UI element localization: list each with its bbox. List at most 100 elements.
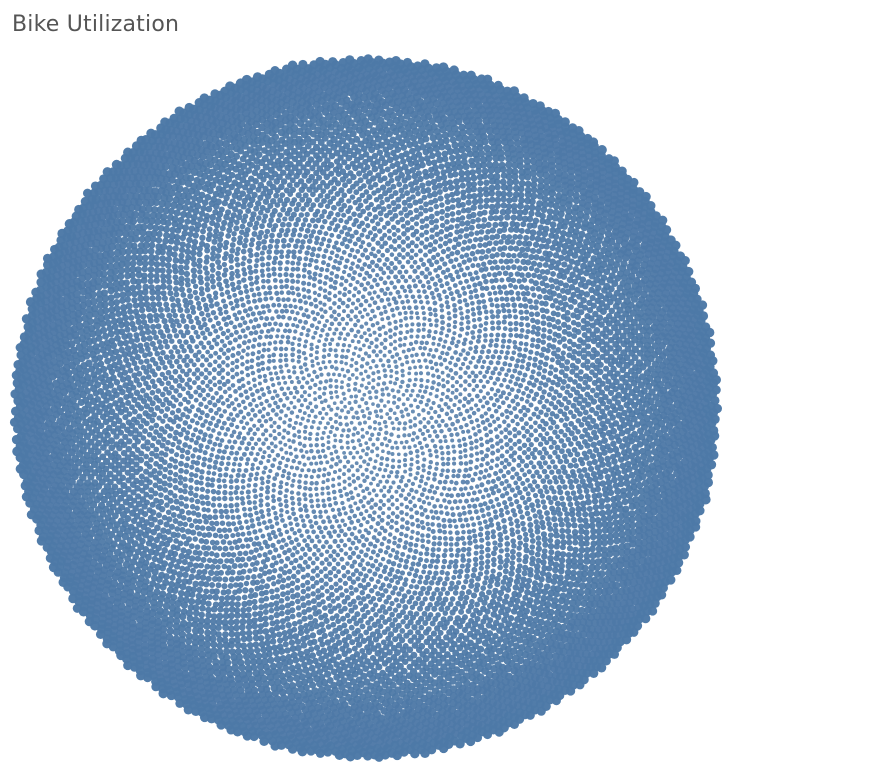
bubble-mark[interactable]	[268, 416, 273, 422]
bubble-mark[interactable]	[342, 472, 346, 477]
bubble-mark[interactable]	[188, 358, 194, 364]
bubble-mark[interactable]	[446, 328, 452, 333]
bubble-mark[interactable]	[368, 201, 374, 208]
bubble-mark[interactable]	[519, 396, 525, 402]
bubble-mark[interactable]	[217, 502, 223, 508]
bubble-mark[interactable]	[392, 346, 398, 351]
bubble-mark[interactable]	[349, 563, 355, 569]
bubble-mark[interactable]	[285, 575, 292, 581]
bubble-mark[interactable]	[311, 283, 317, 288]
bubble-mark[interactable]	[308, 493, 313, 498]
bubble-mark[interactable]	[481, 359, 487, 364]
bubble-mark[interactable]	[546, 479, 553, 485]
bubble-mark[interactable]	[361, 377, 365, 382]
bubble-mark[interactable]	[479, 414, 485, 419]
bubble-mark[interactable]	[444, 198, 451, 205]
bubble-mark[interactable]	[494, 233, 501, 240]
bubble-mark[interactable]	[149, 450, 155, 457]
bubble-mark[interactable]	[390, 199, 397, 207]
bubble-mark[interactable]	[482, 333, 488, 338]
bubble-mark[interactable]	[292, 395, 297, 400]
bubble-mark[interactable]	[188, 393, 194, 400]
bubble-mark[interactable]	[146, 351, 153, 358]
bubble-mark[interactable]	[513, 320, 519, 326]
bubble-mark[interactable]	[198, 480, 204, 486]
bubble-mark[interactable]	[402, 445, 407, 450]
bubble-mark[interactable]	[429, 262, 435, 268]
bubble-mark[interactable]	[202, 335, 208, 341]
bubble-mark[interactable]	[181, 357, 187, 364]
bubble-mark[interactable]	[447, 499, 452, 505]
bubble-mark[interactable]	[216, 418, 222, 424]
bubble-mark[interactable]	[351, 432, 356, 437]
bubble-mark[interactable]	[453, 189, 461, 197]
bubble-mark[interactable]	[285, 227, 291, 234]
bubble-mark[interactable]	[473, 364, 479, 370]
bubble-mark[interactable]	[449, 355, 455, 360]
bubble-mark[interactable]	[374, 395, 379, 400]
bubble-mark[interactable]	[338, 217, 344, 224]
bubble-mark[interactable]	[464, 422, 469, 428]
bubble-mark[interactable]	[591, 429, 598, 436]
bubble-mark[interactable]	[326, 435, 331, 439]
bubble-mark[interactable]	[429, 234, 435, 240]
bubble-mark[interactable]	[308, 206, 314, 213]
bubble-mark[interactable]	[289, 380, 294, 384]
bubble-mark[interactable]	[448, 291, 454, 297]
bubble-mark[interactable]	[157, 519, 164, 526]
bubble-mark[interactable]	[243, 283, 249, 290]
bubble-mark[interactable]	[438, 605, 445, 613]
bubble-mark[interactable]	[199, 310, 205, 317]
bubble-mark[interactable]	[351, 479, 357, 484]
bubble-mark[interactable]	[522, 252, 529, 259]
bubble-mark[interactable]	[213, 552, 220, 559]
bubble-mark[interactable]	[419, 240, 425, 246]
bubble-mark[interactable]	[371, 378, 376, 383]
bubble-mark[interactable]	[173, 429, 179, 436]
bubble-mark[interactable]	[163, 494, 170, 501]
bubble-mark[interactable]	[242, 562, 249, 568]
bubble-mark[interactable]	[345, 459, 351, 465]
bubble-mark[interactable]	[361, 577, 367, 583]
bubble-mark[interactable]	[420, 431, 425, 436]
bubble-mark[interactable]	[424, 236, 430, 242]
bubble-mark[interactable]	[195, 357, 201, 363]
bubble-mark[interactable]	[571, 413, 577, 420]
bubble-mark[interactable]	[150, 323, 156, 330]
bubble-mark[interactable]	[257, 418, 262, 424]
bubble-mark[interactable]	[476, 407, 481, 412]
bubble-mark[interactable]	[288, 391, 293, 396]
bubble-mark[interactable]	[446, 450, 451, 456]
bubble-mark[interactable]	[303, 300, 308, 305]
bubble-mark[interactable]	[369, 631, 377, 638]
bubble-mark[interactable]	[282, 303, 288, 309]
bubble-mark[interactable]	[466, 546, 472, 552]
bubble-mark[interactable]	[444, 212, 450, 219]
bubble-mark[interactable]	[486, 349, 492, 354]
bubble-mark[interactable]	[397, 294, 402, 299]
bubble-mark[interactable]	[409, 216, 415, 222]
bubble-mark[interactable]	[489, 413, 495, 419]
bubble-mark[interactable]	[547, 370, 554, 377]
bubble-mark[interactable]	[280, 591, 286, 598]
bubble-mark[interactable]	[492, 208, 500, 215]
bubble-mark[interactable]	[243, 237, 249, 244]
bubble-mark[interactable]	[182, 420, 189, 426]
bubble-mark[interactable]	[454, 289, 460, 295]
bubble-mark[interactable]	[462, 510, 467, 516]
bubble-mark[interactable]	[419, 383, 424, 389]
bubble-mark[interactable]	[184, 449, 191, 456]
bubble-mark[interactable]	[328, 553, 334, 559]
bubble-mark[interactable]	[552, 522, 559, 529]
bubble-mark[interactable]	[503, 290, 510, 296]
bubble-mark[interactable]	[509, 356, 515, 362]
bubble-mark[interactable]	[340, 564, 347, 571]
bubble-mark[interactable]	[470, 592, 478, 599]
bubble-mark[interactable]	[420, 538, 425, 544]
bubble-mark[interactable]	[432, 307, 438, 313]
bubble-mark[interactable]	[262, 322, 268, 328]
bubble-mark[interactable]	[342, 236, 348, 243]
bubble-mark[interactable]	[298, 365, 303, 370]
bubble-mark[interactable]	[252, 611, 258, 618]
bubble-mark[interactable]	[471, 311, 477, 317]
